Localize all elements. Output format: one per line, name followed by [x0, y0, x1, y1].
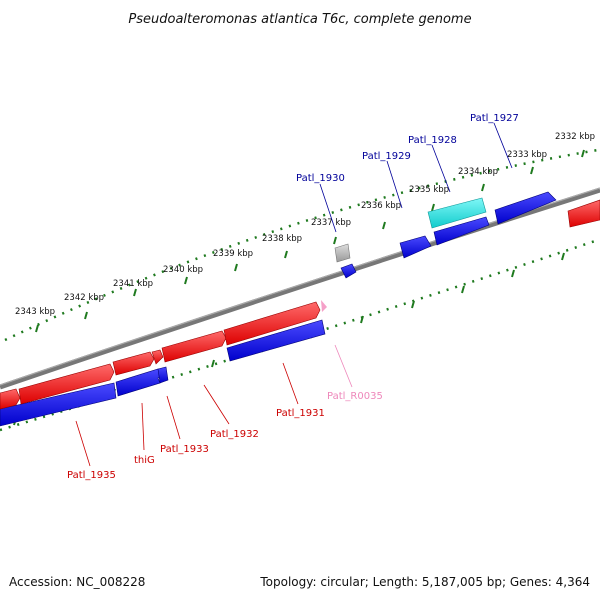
gene-label-patl-r0035: Patl_R0035 [327, 391, 383, 402]
gene-forward [223, 301, 321, 346]
gene-reverse [0, 382, 117, 427]
accession-text: Accession: NC_008228 [9, 575, 145, 589]
gene-forward [151, 349, 164, 365]
gene-reverse [433, 216, 490, 246]
scale-label: 2337 kbp [311, 218, 351, 228]
scale-label: 2340 kbp [163, 265, 203, 275]
gene-label-patl-1927: Patl_1927 [470, 113, 519, 124]
scale-labels: 2343 kbp 2342 kbp 2341 kbp 2340 kbp 2339… [15, 132, 595, 317]
map-title: Pseudoalteromonas atlantica T6c, complet… [128, 12, 471, 27]
scale-label: 2334 kbp [458, 167, 498, 177]
gene-reverse [157, 366, 169, 384]
scale-label: 2332 kbp [555, 132, 595, 142]
scale-label: 2342 kbp [64, 293, 104, 303]
gene-forward [0, 388, 21, 410]
forward-strand-genes [0, 199, 600, 410]
gene-label-patl-1935: Patl_1935 [67, 470, 116, 481]
scale-label: 2338 kbp [262, 234, 302, 244]
scale-label: 2341 kbp [113, 279, 153, 289]
gene-forward [567, 199, 600, 228]
outer-tick-ring [4, 148, 599, 342]
gene-reverse [494, 191, 557, 225]
reverse-strand-genes [0, 191, 557, 427]
outer-gene-labels: Patl_1930 Patl_1929 Patl_1928 Patl_1927 [296, 113, 519, 233]
gene-label-patl-1932: Patl_1932 [210, 429, 259, 440]
gene-pseudo [334, 243, 351, 263]
gene-label-patl-1931: Patl_1931 [276, 408, 325, 419]
gene-label-patl-1930: Patl_1930 [296, 173, 345, 184]
scale-label: 2336 kbp [361, 201, 401, 211]
gene-trna-marker [321, 300, 327, 312]
gene-forward [161, 330, 227, 363]
gene-label-thig: thiG [134, 455, 155, 466]
gene-label-patl-1933: Patl_1933 [160, 444, 209, 455]
gene-forward [112, 351, 155, 376]
gene-label-patl-1928: Patl_1928 [408, 135, 457, 146]
gene-label-patl-1929: Patl_1929 [362, 151, 411, 162]
topology-summary-text: Topology: circular; Length: 5,187,005 bp… [259, 575, 590, 589]
gene-reverse [399, 235, 432, 259]
gene-reverse [226, 319, 326, 362]
gene-rna [427, 197, 487, 229]
gene-reverse [340, 263, 357, 279]
outer-major-ticks [35, 149, 585, 333]
scale-label: 2333 kbp [507, 150, 547, 160]
scale-label: 2335 kbp [409, 185, 449, 195]
inner-gene-labels: Patl_1935 thiG Patl_1933 Patl_1932 Patl_… [67, 344, 383, 481]
genome-backbone [0, 187, 600, 390]
scale-label: 2339 kbp [213, 249, 253, 259]
gene-forward [18, 363, 115, 405]
scale-label: 2343 kbp [15, 307, 55, 317]
